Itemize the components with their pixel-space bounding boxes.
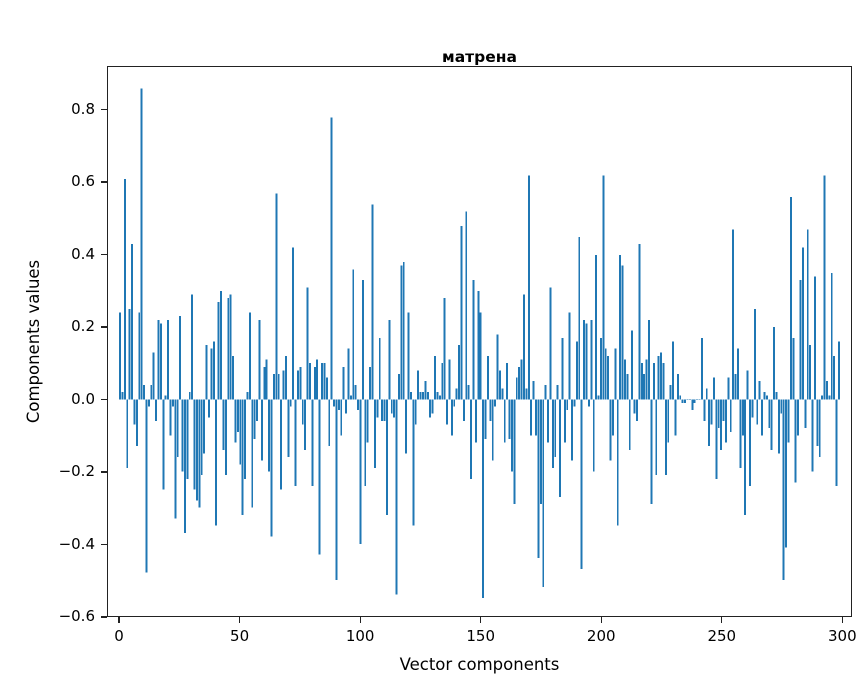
y-tick-mark (101, 108, 107, 111)
y-tick-mark (101, 543, 107, 546)
x-axis-label: Vector components (399, 655, 560, 674)
y-tick-mark (101, 471, 107, 473)
x-tick-label: 100 (345, 627, 375, 645)
y-axis-label: Components values (24, 259, 43, 424)
plot-area (107, 66, 852, 617)
y-tick-mark (101, 398, 107, 401)
y-tick-label: 0.2 (71, 317, 95, 335)
x-tick-mark (841, 617, 843, 623)
y-tick-label: −0.4 (58, 534, 95, 553)
x-tick-mark (238, 617, 241, 623)
x-tick-mark (359, 617, 361, 623)
y-tick-label: 0.6 (71, 172, 95, 190)
x-tick-mark (118, 617, 120, 623)
bar-series (119, 88, 840, 598)
y-tick-mark (101, 181, 107, 183)
x-tick-label: 300 (828, 627, 857, 645)
x-tick-label: 50 (230, 627, 250, 645)
x-tick-label: 250 (707, 627, 737, 645)
x-tick-label: 200 (586, 627, 616, 645)
x-tick-mark (480, 617, 482, 623)
x-tick-mark (721, 617, 723, 623)
y-tick-mark (101, 326, 107, 328)
x-tick-mark (600, 617, 602, 623)
y-tick-mark (101, 616, 107, 618)
y-tick-label: −0.2 (58, 462, 95, 480)
y-tick-label: 0.0 (71, 389, 95, 408)
chart-title-line1: матрена (442, 48, 517, 66)
x-tick-label: 150 (466, 627, 496, 645)
y-tick-mark (101, 253, 107, 256)
y-tick-label: 0.8 (71, 99, 95, 118)
y-tick-label: 0.4 (71, 244, 95, 263)
y-tick-label: −0.6 (58, 607, 95, 625)
x-tick-label: 0 (114, 627, 124, 645)
